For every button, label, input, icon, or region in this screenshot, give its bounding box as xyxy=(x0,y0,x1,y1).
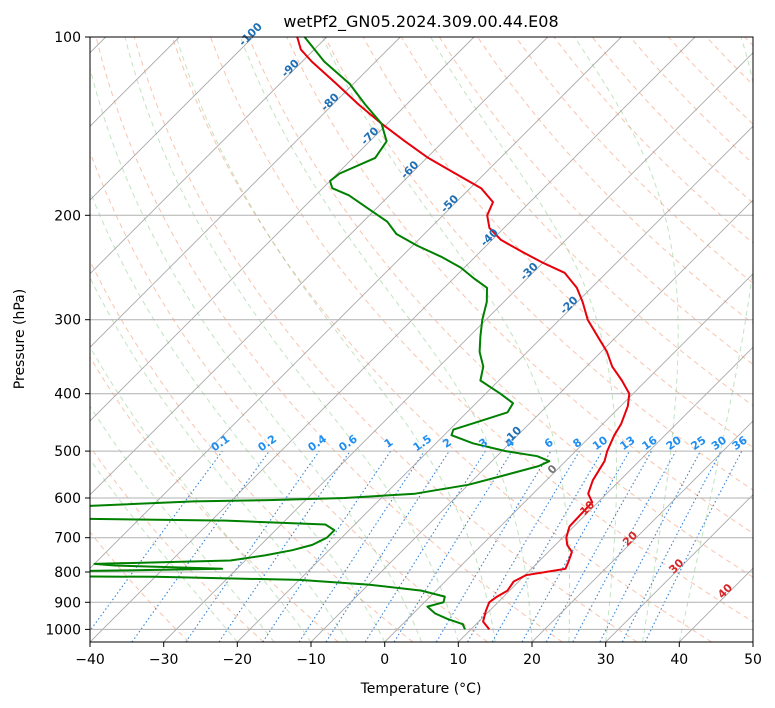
temperature-profile xyxy=(296,37,631,631)
x-tick-label: 0 xyxy=(380,652,389,668)
y-tick-label: 800 xyxy=(54,565,81,581)
moist-adiabat-line xyxy=(239,37,533,642)
isotherm-line xyxy=(90,37,401,348)
y-tick-label: 700 xyxy=(54,531,81,547)
x-tick-label: 10 xyxy=(449,652,467,668)
isotherm-line xyxy=(90,37,254,201)
x-tick-label: 30 xyxy=(597,652,615,668)
chart-title: wetPf2_GN05.2024.309.00.44.E08 xyxy=(283,12,558,32)
mixing-ratio-line xyxy=(325,450,450,642)
y-tick-label: 200 xyxy=(54,208,81,224)
y-tick-label: 900 xyxy=(54,595,81,611)
y-tick-label: 500 xyxy=(54,444,81,460)
moist-adiabat-line xyxy=(574,37,679,642)
axis-ticks: −40 −30 −20 −10 0 10 20 30 40 50 100 200 300 400 500 60… xyxy=(45,30,762,668)
isotherm-line xyxy=(90,37,696,642)
mixing-ratio-line xyxy=(572,450,677,642)
dry-adiabat-line xyxy=(90,356,339,642)
isotherm-line xyxy=(163,52,753,642)
x-tick-label: 20 xyxy=(523,652,541,668)
moist-adiabat-line xyxy=(90,65,422,642)
isotherm-line xyxy=(90,37,328,275)
isotherm-line xyxy=(90,37,549,496)
dry-adiabat-line xyxy=(248,37,753,578)
isotherm-line xyxy=(236,125,753,642)
dry-adiabat-line xyxy=(95,37,563,642)
isotherm-line xyxy=(90,37,622,569)
mixing-ratio-line xyxy=(90,450,223,632)
isotherm-line xyxy=(531,420,753,642)
dry-adiabat-line xyxy=(210,37,753,623)
dry-adiabat-line xyxy=(400,37,753,407)
x-tick-label: −10 xyxy=(296,652,326,668)
moist-adiabat-line xyxy=(90,458,238,642)
moist-adiabat-line xyxy=(175,37,496,642)
mixing-ratio-line xyxy=(521,450,630,642)
grid-lines xyxy=(90,37,753,642)
mixing-ratio-line xyxy=(131,450,270,642)
moist-adiabat-line xyxy=(430,37,617,642)
dry-adiabat-line xyxy=(515,37,753,284)
mixing-ratio-line xyxy=(644,450,743,642)
dry-adiabat-line xyxy=(90,150,488,642)
x-axis-title: Temperature (°C) xyxy=(360,681,482,697)
mixing-ratio-line xyxy=(185,450,320,642)
moist-adiabat-line xyxy=(124,37,459,642)
y-tick-label: 300 xyxy=(54,313,81,329)
mixing-ratio-line xyxy=(393,450,513,642)
x-tick-label: 40 xyxy=(670,652,688,668)
dry-adiabat-line xyxy=(438,37,753,366)
y-tick-label: 100 xyxy=(54,30,81,46)
isotherm-line xyxy=(310,199,753,642)
y-tick-label: 1000 xyxy=(45,622,81,638)
background-lines xyxy=(90,37,753,642)
dry-adiabat-line xyxy=(133,37,638,642)
isotherm-line xyxy=(90,37,475,422)
dewpoint-profile xyxy=(90,37,551,630)
x-tick-label: −40 xyxy=(75,652,105,668)
mixing-ratio-line xyxy=(262,450,392,642)
isotherm-line xyxy=(605,494,753,642)
profiles xyxy=(90,37,631,631)
y-tick-label: 600 xyxy=(54,491,81,507)
x-tick-label: −20 xyxy=(223,652,253,668)
dry-adiabat-line xyxy=(90,531,190,642)
dry-adiabat-line xyxy=(171,37,712,642)
dry-adiabat-line xyxy=(90,445,264,642)
moist-adiabat-line xyxy=(90,276,349,642)
x-tick-label: 50 xyxy=(744,652,762,668)
mixing-ratio-line xyxy=(545,450,653,642)
moist-adiabat-line xyxy=(90,405,275,642)
moist-adiabat-line xyxy=(90,189,386,642)
isotherm-line xyxy=(384,273,753,642)
plot-frame xyxy=(89,36,754,643)
x-tick-label: −30 xyxy=(149,652,179,668)
y-tick-label: 400 xyxy=(54,387,81,403)
isotherm-line xyxy=(457,346,753,642)
mixing-ratio-line xyxy=(218,450,351,642)
y-axis-title: Pressure (hPa) xyxy=(12,289,28,389)
